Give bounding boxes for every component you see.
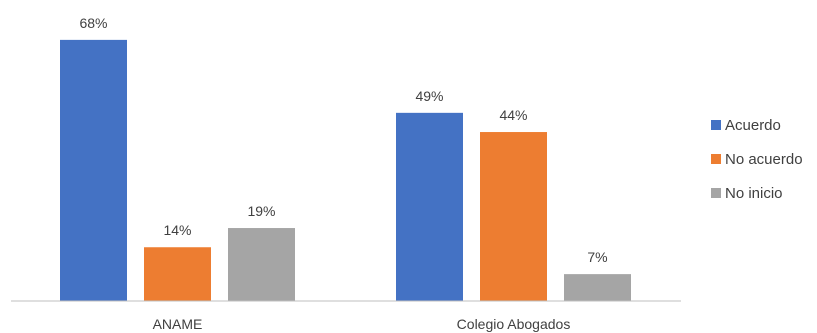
legend: Acuerdo No acuerdo No inicio (711, 117, 803, 202)
category-labels-group: ANAME Colegio Abogados (153, 316, 571, 332)
legend-swatch-acuerdo (711, 120, 721, 130)
value-label-aname-no-acuerdo: 14% (163, 222, 191, 238)
category-label-colegio-abogados: Colegio Abogados (457, 316, 571, 332)
value-label-colegio-abogados-acuerdo: 49% (415, 88, 443, 104)
legend-label-acuerdo: Acuerdo (725, 117, 781, 134)
bar-colegio-abogados-no-inicio (564, 274, 631, 301)
category-label-aname: ANAME (153, 316, 203, 332)
value-label-colegio-abogados-no-acuerdo: 44% (499, 107, 527, 123)
legend-swatch-no-acuerdo (711, 154, 721, 164)
value-label-aname-acuerdo: 68% (79, 15, 107, 31)
legend-swatch-no-inicio (711, 188, 721, 198)
legend-label-no-inicio: No inicio (725, 185, 783, 202)
bars-group (60, 39, 631, 301)
bar-colegio-abogados-acuerdo (396, 112, 463, 301)
bar-aname-no-inicio (228, 228, 295, 301)
bar-aname-no-acuerdo (144, 247, 211, 301)
value-label-aname-no-inicio: 19% (247, 203, 275, 219)
value-labels-group: 68% 14% 19% 49% 44% 7% (79, 15, 607, 265)
value-label-colegio-abogados-no-inicio: 7% (587, 249, 607, 265)
bar-colegio-abogados-no-acuerdo (480, 132, 547, 301)
bar-aname-acuerdo (60, 39, 127, 301)
legend-label-no-acuerdo: No acuerdo (725, 151, 803, 168)
